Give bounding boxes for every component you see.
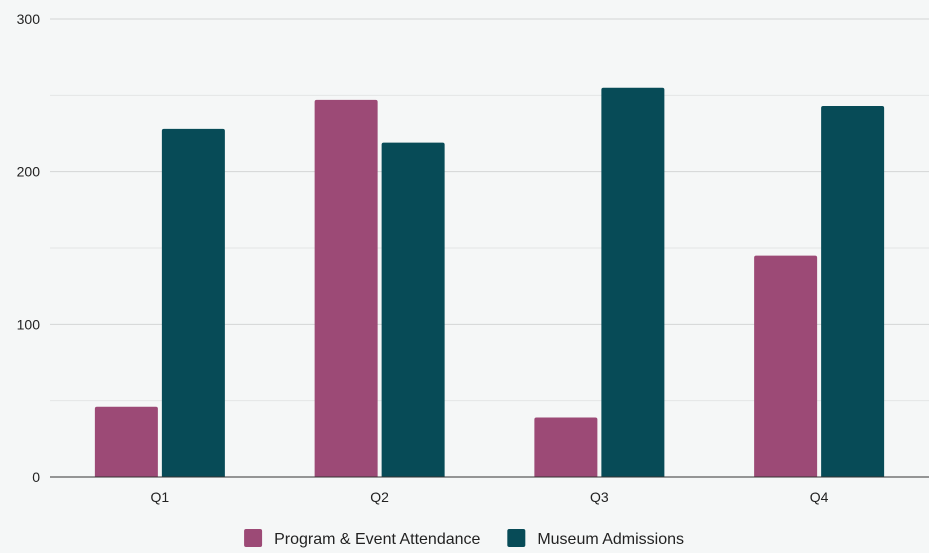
bar-museum-admissions-q1 — [161, 128, 225, 478]
bars — [94, 87, 885, 478]
legend-swatch — [507, 529, 526, 547]
legend-swatch — [244, 529, 263, 547]
legend: Program & Event Attendance Museum Admissi… — [244, 529, 684, 548]
y-tick-label: 0 — [32, 469, 40, 485]
y-tick-label: 300 — [17, 11, 41, 27]
bar-program-event-attendance-q2 — [314, 99, 378, 477]
x-axis-ticks: Q1 Q2 Q3 Q4 — [151, 489, 829, 505]
y-axis-ticks: 0 100 200 300 — [17, 11, 41, 485]
bar-program-event-attendance-q1 — [94, 406, 158, 477]
y-tick-label: 100 — [17, 316, 41, 332]
y-tick-label: 200 — [17, 164, 41, 180]
legend-label: Program & Event Attendance — [274, 531, 480, 548]
bar-program-event-attendance-q3 — [534, 417, 598, 477]
x-tick-label: Q1 — [151, 489, 170, 505]
bar-museum-admissions-q4 — [821, 106, 885, 478]
bar-program-event-attendance-q4 — [754, 255, 818, 477]
legend-label: Museum Admissions — [537, 531, 684, 548]
bar-museum-admissions-q2 — [381, 142, 445, 477]
x-tick-label: Q4 — [810, 489, 829, 505]
x-tick-label: Q2 — [370, 489, 389, 505]
x-tick-label: Q3 — [590, 489, 609, 505]
bar-museum-admissions-q3 — [601, 87, 665, 477]
